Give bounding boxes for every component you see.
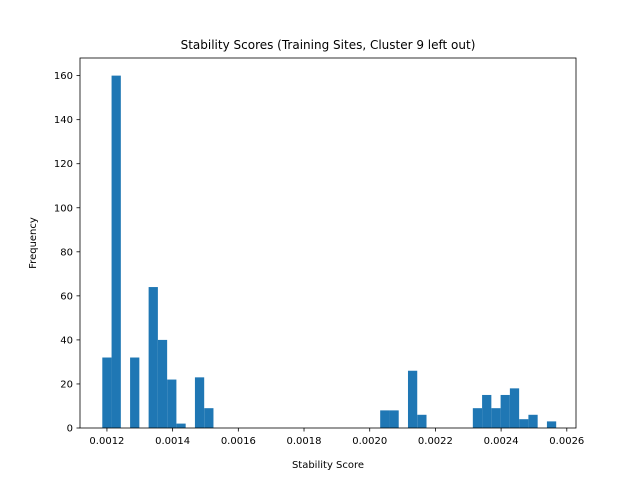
histogram-bar-12 xyxy=(417,414,427,428)
histogram-bar-18 xyxy=(519,419,529,428)
histogram-bar-13 xyxy=(472,408,483,428)
y-tick-label: 60 xyxy=(60,291,73,302)
chart-title: Stability Scores (Training Sites, Cluste… xyxy=(181,38,476,52)
y-tick-label: 40 xyxy=(60,335,73,346)
y-tick-label: 140 xyxy=(54,115,73,126)
y-tick-label: 120 xyxy=(54,159,73,170)
histogram-bar-11 xyxy=(407,370,418,428)
y-tick-label: 80 xyxy=(60,247,73,258)
y-tick-label: 100 xyxy=(54,203,73,214)
histogram-bar-2 xyxy=(130,357,140,428)
histogram-bar-19 xyxy=(528,414,538,428)
y-axis-label: Frequency xyxy=(28,217,39,269)
x-tick-label: 0.0024 xyxy=(484,436,519,447)
x-tick-label: 0.0016 xyxy=(221,436,256,447)
histogram-bar-5 xyxy=(167,379,177,428)
y-axis-ticks: 0 20 40 60 80 100 120 140 160 xyxy=(54,71,80,435)
x-tick-label: 0.0014 xyxy=(155,436,190,447)
histogram-bar-20 xyxy=(546,421,557,428)
histogram-bar-4 xyxy=(157,339,168,428)
histogram-bar-17 xyxy=(509,388,520,428)
y-tick-label: 20 xyxy=(60,379,73,390)
histogram-bar-1 xyxy=(111,75,121,429)
x-axis-label: Stability Score xyxy=(292,460,364,471)
histogram-bar-15 xyxy=(491,408,501,428)
x-tick-label: 0.0026 xyxy=(549,436,584,447)
histogram-bar-16 xyxy=(500,394,510,428)
histogram-bars xyxy=(102,75,557,429)
y-tick-label: 160 xyxy=(54,71,73,82)
x-tick-label: 0.0012 xyxy=(89,436,124,447)
x-tick-label: 0.0022 xyxy=(418,436,453,447)
x-axis-ticks: 0.0012 0.0014 0.0016 0.0018 0.0020 0.0022 0.00… xyxy=(89,428,584,447)
x-tick-label: 0.0020 xyxy=(352,436,387,447)
y-tick-label: 0 xyxy=(67,424,73,435)
plot-frame xyxy=(79,57,577,429)
histogram-bar-7 xyxy=(194,377,205,428)
histogram-bar-8 xyxy=(204,408,214,428)
histogram-bar-3 xyxy=(148,287,158,428)
histogram-bar-10 xyxy=(389,410,399,428)
histogram-bar-0 xyxy=(102,357,112,428)
histogram-bar-14 xyxy=(482,394,492,428)
histogram-bar-6 xyxy=(176,423,186,428)
histogram-bar-9 xyxy=(380,410,390,428)
x-tick-label: 0.0018 xyxy=(287,436,322,447)
